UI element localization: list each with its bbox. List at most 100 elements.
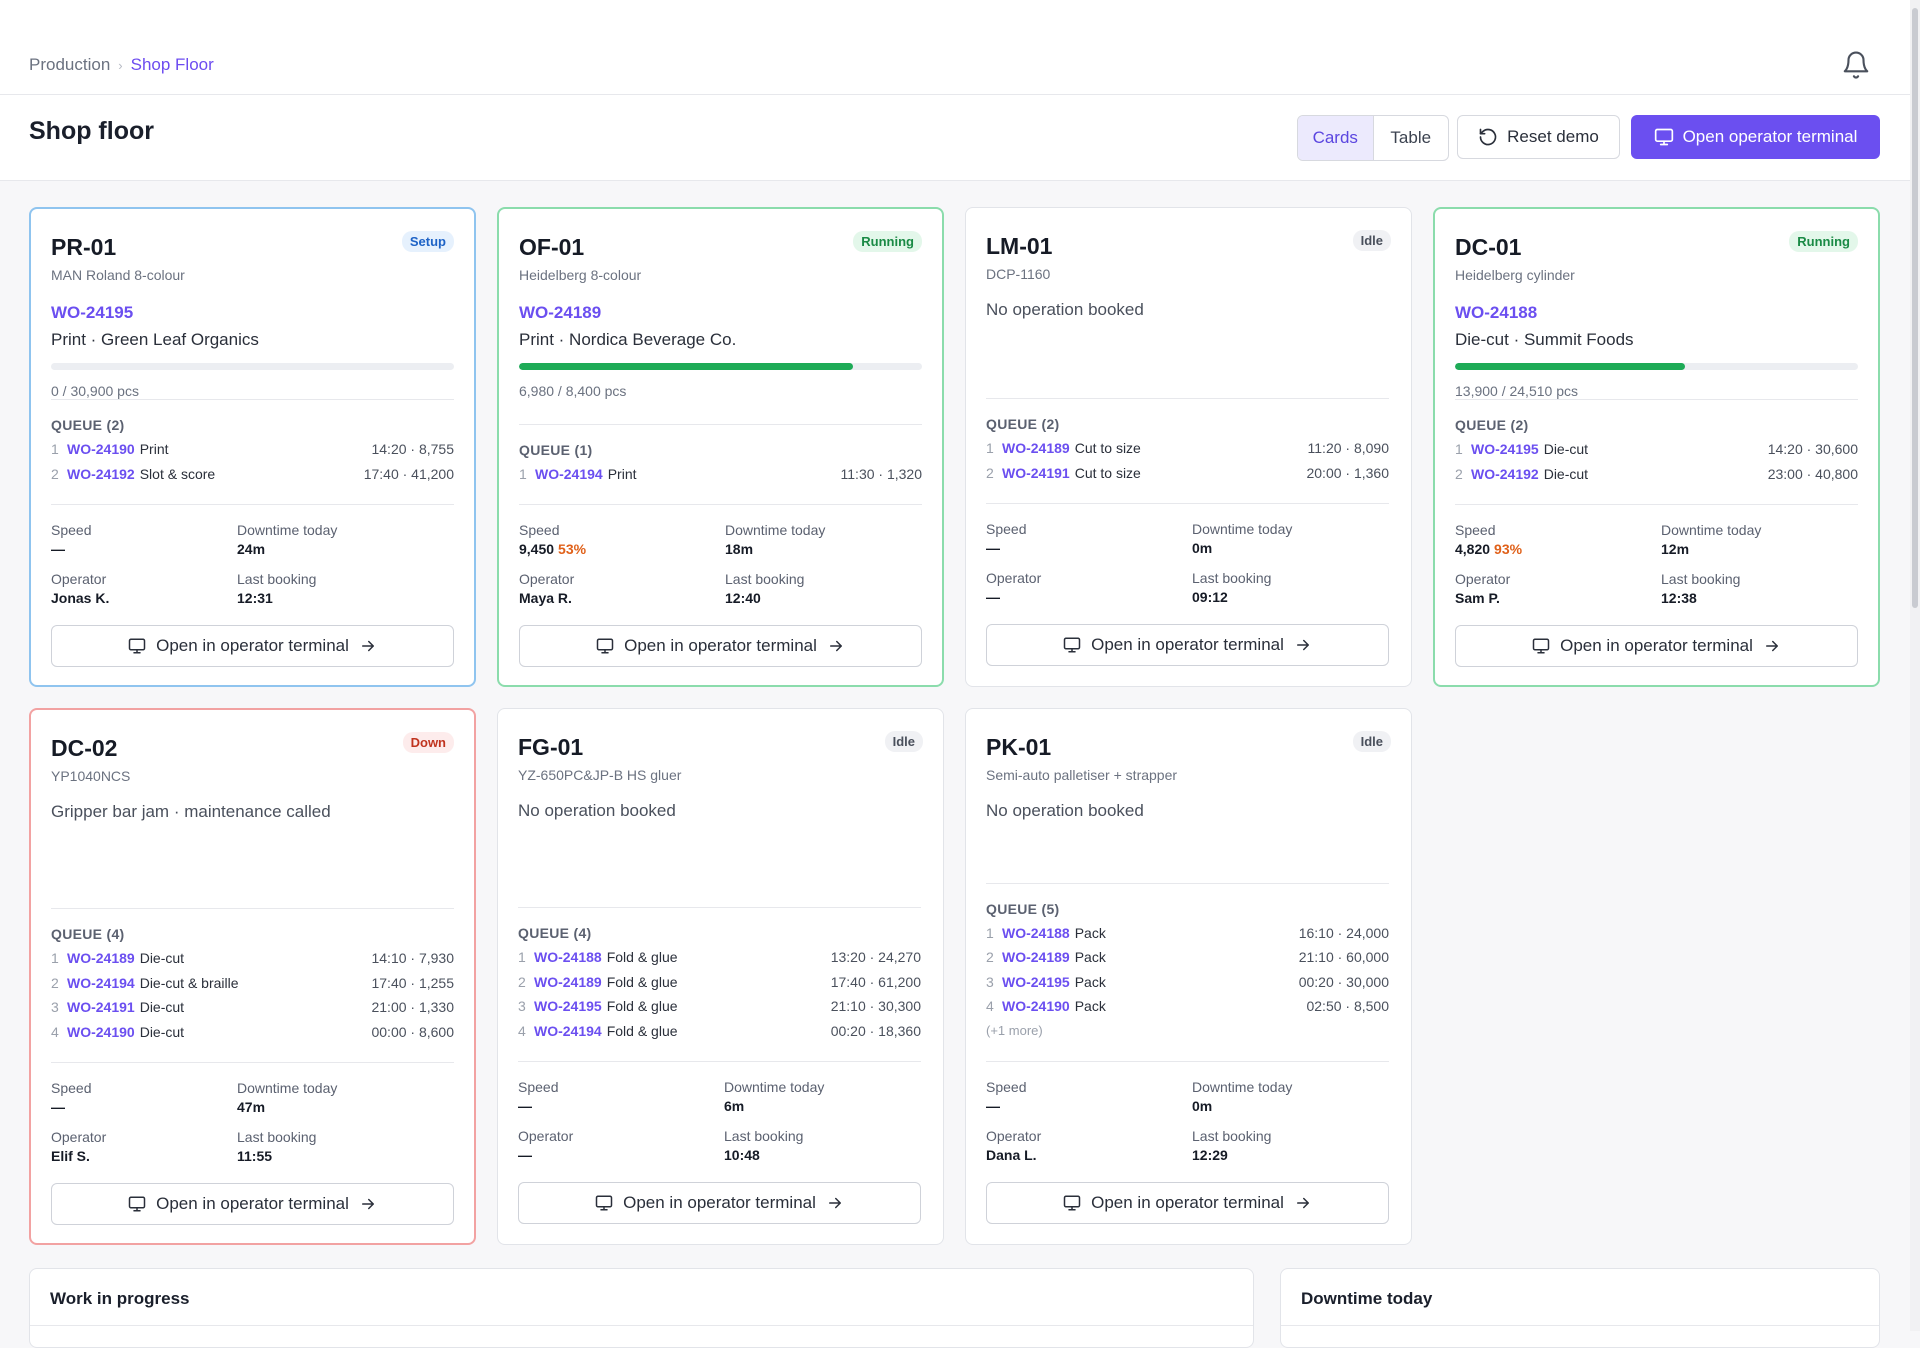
queue-position: 3	[986, 973, 994, 990]
queue-time-qty: 17:40 · 1,255	[371, 974, 454, 991]
operator-stat: Operator Elif S.	[51, 1129, 106, 1164]
queue-work-order-link[interactable]: WO-24192	[67, 465, 135, 482]
open-in-operator-terminal-button[interactable]: Open in operator terminal	[986, 1182, 1389, 1224]
queue-header: QUEUE (2)	[51, 417, 125, 433]
queue-header: QUEUE (1)	[519, 441, 593, 458]
downtime-value: 12m	[1661, 541, 1690, 557]
queue-work-order-link[interactable]: WO-24189	[1002, 440, 1070, 456]
speed-value: —	[51, 1099, 91, 1115]
status-message: No operation booked	[986, 300, 1144, 319]
speed-label: Speed	[51, 522, 92, 538]
monitor-icon	[1063, 1195, 1081, 1211]
queue-work-order-link[interactable]: WO-24188	[534, 949, 602, 965]
open-in-operator-terminal-button[interactable]: Open in operator terminal	[986, 624, 1389, 666]
operator-value: —	[986, 589, 1000, 605]
queue-operation: Die-cut	[1543, 465, 1589, 482]
queue-work-order-link[interactable]: WO-24188	[1002, 924, 1070, 941]
work-order-link[interactable]: WO-24188	[1455, 303, 1538, 322]
operator-label: Operator	[986, 570, 1042, 586]
last-booking-value: 12:38	[1661, 590, 1697, 606]
operator-stat: Operator Dana L.	[986, 1128, 1041, 1163]
queue-work-order-link[interactable]: WO-24195	[1002, 973, 1070, 990]
last-booking-stat: Last booking 09:12	[1192, 570, 1271, 605]
queue-time-qty: 11:20 · 8,090	[1307, 440, 1389, 456]
queue-work-order-link[interactable]: WO-24195	[534, 998, 602, 1014]
queue-work-order-link[interactable]: WO-24192	[1471, 465, 1539, 482]
queue-more[interactable]: (+1 more)	[986, 1022, 1043, 1038]
queue-work-order-link[interactable]: WO-24191	[67, 999, 135, 1015]
open-in-operator-terminal-button[interactable]: Open in operator terminal	[1455, 625, 1858, 667]
machine-id: PR-01	[51, 234, 117, 260]
view-toggle-table[interactable]: Table	[1390, 128, 1432, 147]
scrollbar-thumb[interactable]	[1912, 8, 1918, 608]
view-toggle-cards[interactable]: Cards	[1298, 116, 1374, 160]
queue-item: 2 WO-24189 Fold & glue 17:40 · 61,200	[518, 972, 921, 992]
operator-value: Sam P.	[1455, 590, 1500, 606]
queue-header: QUEUE (5)	[986, 900, 1060, 917]
open-operator-terminal-button[interactable]: Open operator terminal	[1631, 115, 1880, 159]
open-in-operator-terminal-button[interactable]: Open in operator terminal	[51, 1183, 454, 1225]
queue-position: 4	[518, 1022, 526, 1039]
top-bar: Production › Shop Floor	[0, 0, 1910, 95]
open-in-operator-terminal-button[interactable]: Open in operator terminal	[51, 625, 454, 667]
queue-work-order-link[interactable]: WO-24194	[535, 465, 603, 482]
speed-number: —	[518, 1098, 532, 1114]
work-order-link[interactable]: WO-24195	[51, 303, 134, 322]
queue-position: 2	[986, 949, 994, 965]
queue-work-order-link[interactable]: WO-24190	[67, 1023, 135, 1040]
divider	[1281, 1325, 1879, 1326]
speed-value: —	[51, 541, 91, 557]
breadcrumb-shop-floor[interactable]: Shop Floor	[130, 55, 214, 74]
operator-stat: Operator Maya R.	[519, 571, 574, 606]
queue-time-qty: 02:50 · 8,500	[1306, 998, 1389, 1014]
queue-work-order-link[interactable]: WO-24195	[1471, 441, 1539, 457]
queue-work-order-link[interactable]: WO-24194	[534, 1022, 602, 1039]
last-booking-label: Last booking	[1192, 570, 1272, 586]
status-badge: Idle	[1352, 230, 1391, 251]
divider	[1455, 399, 1858, 400]
downtime-label: Downtime today	[724, 1079, 825, 1095]
reset-icon	[1479, 128, 1497, 146]
machine-model: Heidelberg cylinder	[1455, 267, 1575, 283]
queue-work-order-link[interactable]: WO-24191	[1002, 464, 1070, 481]
queue-item: 2 WO-24192 Die-cut 23:00 · 40,800	[1455, 464, 1858, 484]
queue-position: 1	[518, 949, 526, 965]
queue-item: 1 WO-24188 Fold & glue 13:20 · 24,270	[518, 947, 921, 967]
breadcrumb-production[interactable]: Production	[29, 55, 111, 74]
downtime-value: 0m	[1192, 540, 1213, 556]
monitor-icon	[128, 638, 146, 654]
downtime-stat: Downtime today 24m	[237, 522, 337, 557]
queue-work-order-link[interactable]: WO-24190	[1002, 998, 1070, 1014]
status-badge: Down	[402, 732, 454, 753]
monitor-icon	[1532, 638, 1550, 654]
queue-work-order-link[interactable]: WO-24190	[67, 441, 135, 457]
arrow-right-icon	[828, 1197, 841, 1209]
queue-work-order-link[interactable]: WO-24194	[67, 974, 135, 991]
queue-operation: Pack	[1074, 949, 1106, 965]
progress-fill	[1455, 363, 1685, 370]
queue-position: 2	[51, 465, 59, 482]
work-order-link[interactable]: WO-24189	[519, 303, 602, 322]
last-booking-label: Last booking	[237, 1129, 317, 1145]
queue-operation: Die-cut	[139, 950, 185, 966]
operator-value: Jonas K.	[51, 590, 110, 606]
divider	[51, 908, 454, 909]
queue-position: 1	[51, 441, 59, 457]
open-in-operator-terminal-button[interactable]: Open in operator terminal	[519, 625, 922, 667]
queue-operation: Pack	[1074, 973, 1106, 990]
reset-demo-button[interactable]: Reset demo	[1457, 115, 1620, 159]
machine-id: DC-01	[1455, 234, 1522, 260]
scrollbar[interactable]	[1910, 0, 1920, 1331]
machine-model: DCP-1160	[986, 266, 1051, 282]
queue-work-order-link[interactable]: WO-24189	[534, 973, 602, 990]
operator-label: Operator	[986, 1128, 1042, 1144]
open-in-operator-terminal-button[interactable]: Open in operator terminal	[518, 1182, 921, 1224]
speed-value: —	[986, 540, 1026, 556]
speed-number: —	[986, 1098, 1000, 1114]
view-toggle: Cards Table	[1297, 115, 1449, 161]
queue-time-qty: 11:30 · 1,320	[840, 465, 922, 482]
bell-icon[interactable]	[1841, 50, 1871, 80]
queue-work-order-link[interactable]: WO-24189	[1002, 949, 1070, 965]
queue-work-order-link[interactable]: WO-24189	[67, 950, 135, 966]
page-title: Shop floor	[29, 117, 154, 145]
